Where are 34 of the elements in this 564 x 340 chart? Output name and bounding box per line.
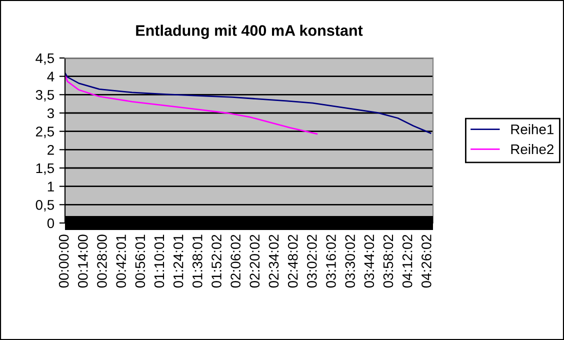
y-tick-label: 2,5	[36, 126, 54, 138]
x-tick-label: 01:24:01	[173, 234, 184, 288]
x-tick-label: 00:00:00	[58, 234, 69, 288]
x-tick-label: 02:34:02	[268, 234, 279, 288]
x-tick-label: 01:38:01	[192, 234, 202, 288]
x-tick-label: 00:42:01	[116, 234, 126, 288]
x-tick-label: 04:26:02	[421, 234, 432, 288]
x-tick-label: 01:52:02	[212, 234, 222, 288]
x-tick-label: 03:58:02	[383, 234, 394, 288]
y-tick-label: 2	[48, 145, 54, 155]
x-tick-label: 03:02:02	[307, 234, 317, 288]
x-tick-label: 02:06:02	[230, 234, 241, 288]
y-tick-label: 0	[47, 218, 54, 228]
x-tick-label: 02:20:02	[250, 234, 260, 288]
x-tick-label: 01:10:01	[154, 234, 164, 288]
x-tick-label: 03:44:02	[364, 234, 374, 288]
legend-label: Reihe2	[511, 144, 554, 154]
y-tick-label: 4	[47, 72, 54, 82]
chart-title: Entladung mit 400 mA konstant	[136, 24, 363, 40]
y-tick-label: 1	[48, 182, 54, 192]
y-tick-label: 1,5	[36, 163, 54, 175]
x-tick-label: 00:14:00	[78, 234, 88, 288]
x-tick-label: 00:56:01	[135, 234, 146, 288]
x-tick-label: 00:28:00	[97, 234, 107, 288]
y-tick-label: 3,5	[36, 90, 54, 102]
x-tick-label: 03:16:02	[326, 234, 336, 288]
y-tick-label: 3	[47, 108, 54, 118]
x-tick-label: 03:30:02	[345, 234, 355, 288]
y-tick-label: 4,5	[36, 53, 54, 65]
line-series	[65, 74, 318, 135]
x-tick-label: 02:48:02	[288, 234, 298, 288]
y-tick-label: 0,5	[36, 200, 54, 212]
x-tick-label: 04:12:02	[402, 234, 412, 288]
legend-label: Reihe1	[511, 124, 554, 134]
